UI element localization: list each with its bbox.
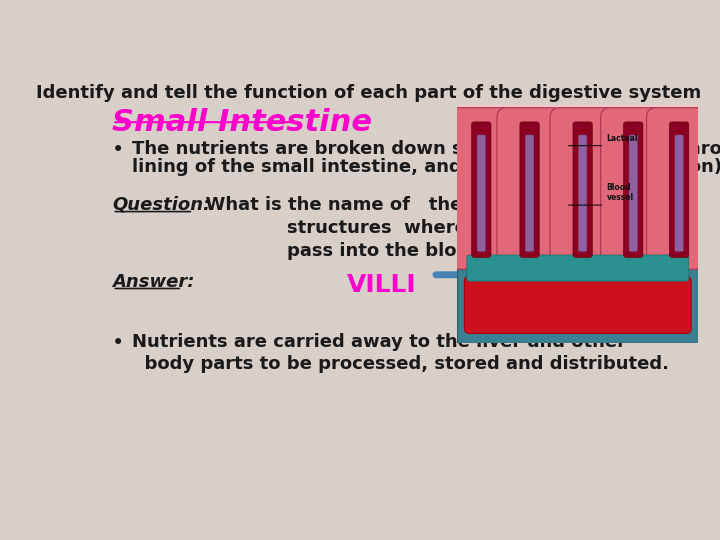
Text: Nutrients are carried away to the liver and other: Nutrients are carried away to the liver … <box>132 333 626 351</box>
FancyBboxPatch shape <box>526 135 534 252</box>
Text: body parts to be processed, stored and distributed.: body parts to be processed, stored and d… <box>132 355 669 373</box>
FancyBboxPatch shape <box>497 107 562 269</box>
FancyBboxPatch shape <box>467 255 689 281</box>
FancyBboxPatch shape <box>578 135 587 252</box>
FancyBboxPatch shape <box>573 122 593 258</box>
FancyBboxPatch shape <box>624 122 643 258</box>
Text: Lacteal: Lacteal <box>607 134 638 143</box>
Text: lining of the small intestine, and into the blood (diffusion).: lining of the small intestine, and into … <box>132 158 720 177</box>
Text: •: • <box>112 333 125 353</box>
FancyBboxPatch shape <box>477 135 485 252</box>
Text: Blood
vessel: Blood vessel <box>607 183 634 202</box>
FancyBboxPatch shape <box>449 107 514 269</box>
FancyBboxPatch shape <box>647 107 711 269</box>
Text: pass into the bloodstream?: pass into the bloodstream? <box>112 241 563 260</box>
FancyBboxPatch shape <box>629 135 637 252</box>
Text: What is the name of   the: What is the name of the <box>193 196 463 214</box>
FancyBboxPatch shape <box>472 122 491 258</box>
Text: structures  where nutrients: structures where nutrients <box>112 219 567 237</box>
FancyBboxPatch shape <box>670 122 689 258</box>
Bar <box>457 253 698 343</box>
Text: Identify and tell the function of each part of the digestive system: Identify and tell the function of each p… <box>37 84 701 102</box>
Text: •: • <box>112 140 125 160</box>
Text: VILLI: VILLI <box>347 273 416 296</box>
Text: Small Intestine: Small Intestine <box>112 109 372 138</box>
FancyBboxPatch shape <box>520 122 539 258</box>
FancyBboxPatch shape <box>464 276 691 333</box>
FancyBboxPatch shape <box>550 107 615 269</box>
FancyBboxPatch shape <box>600 107 666 269</box>
Text: Answer:: Answer: <box>112 273 195 291</box>
Text: The nutrients are broken down small enough to pass  through the: The nutrients are broken down small enou… <box>132 140 720 158</box>
FancyBboxPatch shape <box>675 135 683 252</box>
Text: Question:: Question: <box>112 196 211 214</box>
